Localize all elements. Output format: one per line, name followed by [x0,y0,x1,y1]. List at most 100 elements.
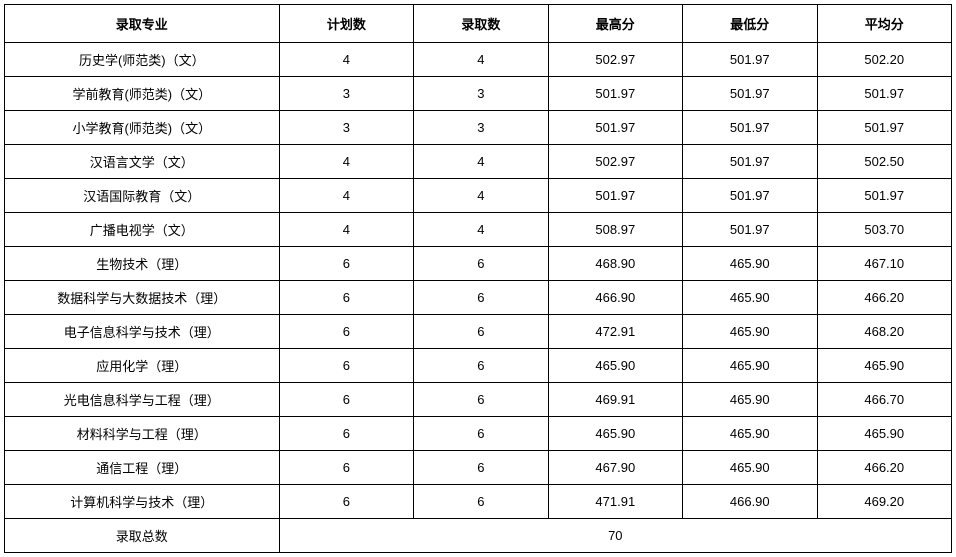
cell-value: 6 [279,383,413,417]
cell-value: 472.91 [548,315,682,349]
cell-value: 508.97 [548,213,682,247]
cell-value: 465.90 [683,451,817,485]
cell-value: 4 [279,213,413,247]
cell-value: 6 [414,485,548,519]
table-row: 计算机科学与技术（理）66471.91466.90469.20 [5,485,952,519]
cell-value: 502.97 [548,43,682,77]
cell-value: 6 [414,247,548,281]
cell-value: 6 [414,281,548,315]
cell-value: 501.97 [548,179,682,213]
cell-value: 467.10 [817,247,952,281]
table-row: 光电信息科学与工程（理）66469.91465.90466.70 [5,383,952,417]
col-header-admit: 录取数 [414,5,548,43]
cell-value: 501.97 [683,213,817,247]
cell-value: 502.20 [817,43,952,77]
cell-major: 通信工程（理） [5,451,280,485]
table-footer-row: 录取总数 70 [5,519,952,553]
cell-value: 501.97 [683,111,817,145]
cell-major: 历史学(师范类)（文） [5,43,280,77]
cell-value: 4 [414,145,548,179]
cell-value: 465.90 [683,315,817,349]
admission-table: 录取专业 计划数 录取数 最高分 最低分 平均分 历史学(师范类)（文）4450… [4,4,952,553]
table-row: 应用化学（理）66465.90465.90465.90 [5,349,952,383]
cell-value: 502.97 [548,145,682,179]
cell-value: 471.91 [548,485,682,519]
table-row: 历史学(师范类)（文）44502.97501.97502.20 [5,43,952,77]
cell-value: 502.50 [817,145,952,179]
cell-value: 4 [414,179,548,213]
cell-value: 6 [414,417,548,451]
table-row: 生物技术（理）66468.90465.90467.10 [5,247,952,281]
cell-value: 466.20 [817,451,952,485]
col-header-major: 录取专业 [5,5,280,43]
cell-value: 465.90 [817,417,952,451]
cell-value: 468.20 [817,315,952,349]
cell-major: 光电信息科学与工程（理） [5,383,280,417]
cell-value: 465.90 [683,349,817,383]
cell-value: 501.97 [548,77,682,111]
cell-value: 4 [279,145,413,179]
cell-value: 3 [279,77,413,111]
cell-value: 6 [279,315,413,349]
cell-value: 6 [279,451,413,485]
footer-value: 70 [279,519,951,553]
cell-value: 465.90 [683,383,817,417]
cell-value: 465.90 [548,349,682,383]
cell-major: 学前教育(师范类)（文） [5,77,280,111]
table-row: 汉语言文学（文）44502.97501.97502.50 [5,145,952,179]
table-row: 广播电视学（文）44508.97501.97503.70 [5,213,952,247]
cell-value: 6 [279,417,413,451]
cell-major: 数据科学与大数据技术（理） [5,281,280,315]
cell-value: 6 [279,247,413,281]
cell-major: 生物技术（理） [5,247,280,281]
table-header-row: 录取专业 计划数 录取数 最高分 最低分 平均分 [5,5,952,43]
cell-value: 469.20 [817,485,952,519]
cell-value: 466.70 [817,383,952,417]
cell-value: 501.97 [817,77,952,111]
cell-value: 501.97 [817,179,952,213]
cell-major: 小学教育(师范类)（文） [5,111,280,145]
table-row: 小学教育(师范类)（文）33501.97501.97501.97 [5,111,952,145]
cell-value: 6 [279,281,413,315]
cell-value: 501.97 [683,145,817,179]
cell-value: 467.90 [548,451,682,485]
cell-value: 6 [414,349,548,383]
cell-major: 计算机科学与技术（理） [5,485,280,519]
col-header-min: 最低分 [683,5,817,43]
cell-value: 501.97 [817,111,952,145]
footer-label: 录取总数 [5,519,280,553]
cell-value: 6 [414,315,548,349]
table-row: 数据科学与大数据技术（理）66466.90465.90466.20 [5,281,952,315]
cell-value: 465.90 [683,247,817,281]
cell-value: 4 [279,43,413,77]
cell-value: 466.90 [548,281,682,315]
col-header-plan: 计划数 [279,5,413,43]
cell-value: 6 [414,451,548,485]
cell-value: 466.90 [683,485,817,519]
cell-value: 501.97 [548,111,682,145]
cell-value: 501.97 [683,179,817,213]
table-row: 材料科学与工程（理）66465.90465.90465.90 [5,417,952,451]
cell-value: 4 [414,43,548,77]
cell-major: 电子信息科学与技术（理） [5,315,280,349]
cell-value: 3 [414,111,548,145]
cell-major: 汉语言文学（文） [5,145,280,179]
cell-major: 材料科学与工程（理） [5,417,280,451]
cell-major: 应用化学（理） [5,349,280,383]
cell-major: 广播电视学（文） [5,213,280,247]
cell-value: 501.97 [683,43,817,77]
table-row: 汉语国际教育（文）44501.97501.97501.97 [5,179,952,213]
table-row: 通信工程（理）66467.90465.90466.20 [5,451,952,485]
col-header-max: 最高分 [548,5,682,43]
cell-value: 465.90 [683,417,817,451]
table-row: 电子信息科学与技术（理）66472.91465.90468.20 [5,315,952,349]
cell-value: 6 [414,383,548,417]
cell-value: 4 [279,179,413,213]
table-row: 学前教育(师范类)（文）33501.97501.97501.97 [5,77,952,111]
cell-value: 501.97 [683,77,817,111]
cell-value: 4 [414,213,548,247]
cell-value: 6 [279,485,413,519]
col-header-avg: 平均分 [817,5,952,43]
cell-value: 3 [414,77,548,111]
cell-value: 3 [279,111,413,145]
